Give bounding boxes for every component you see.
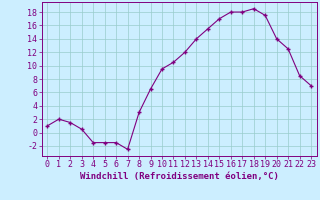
X-axis label: Windchill (Refroidissement éolien,°C): Windchill (Refroidissement éolien,°C): [80, 172, 279, 181]
